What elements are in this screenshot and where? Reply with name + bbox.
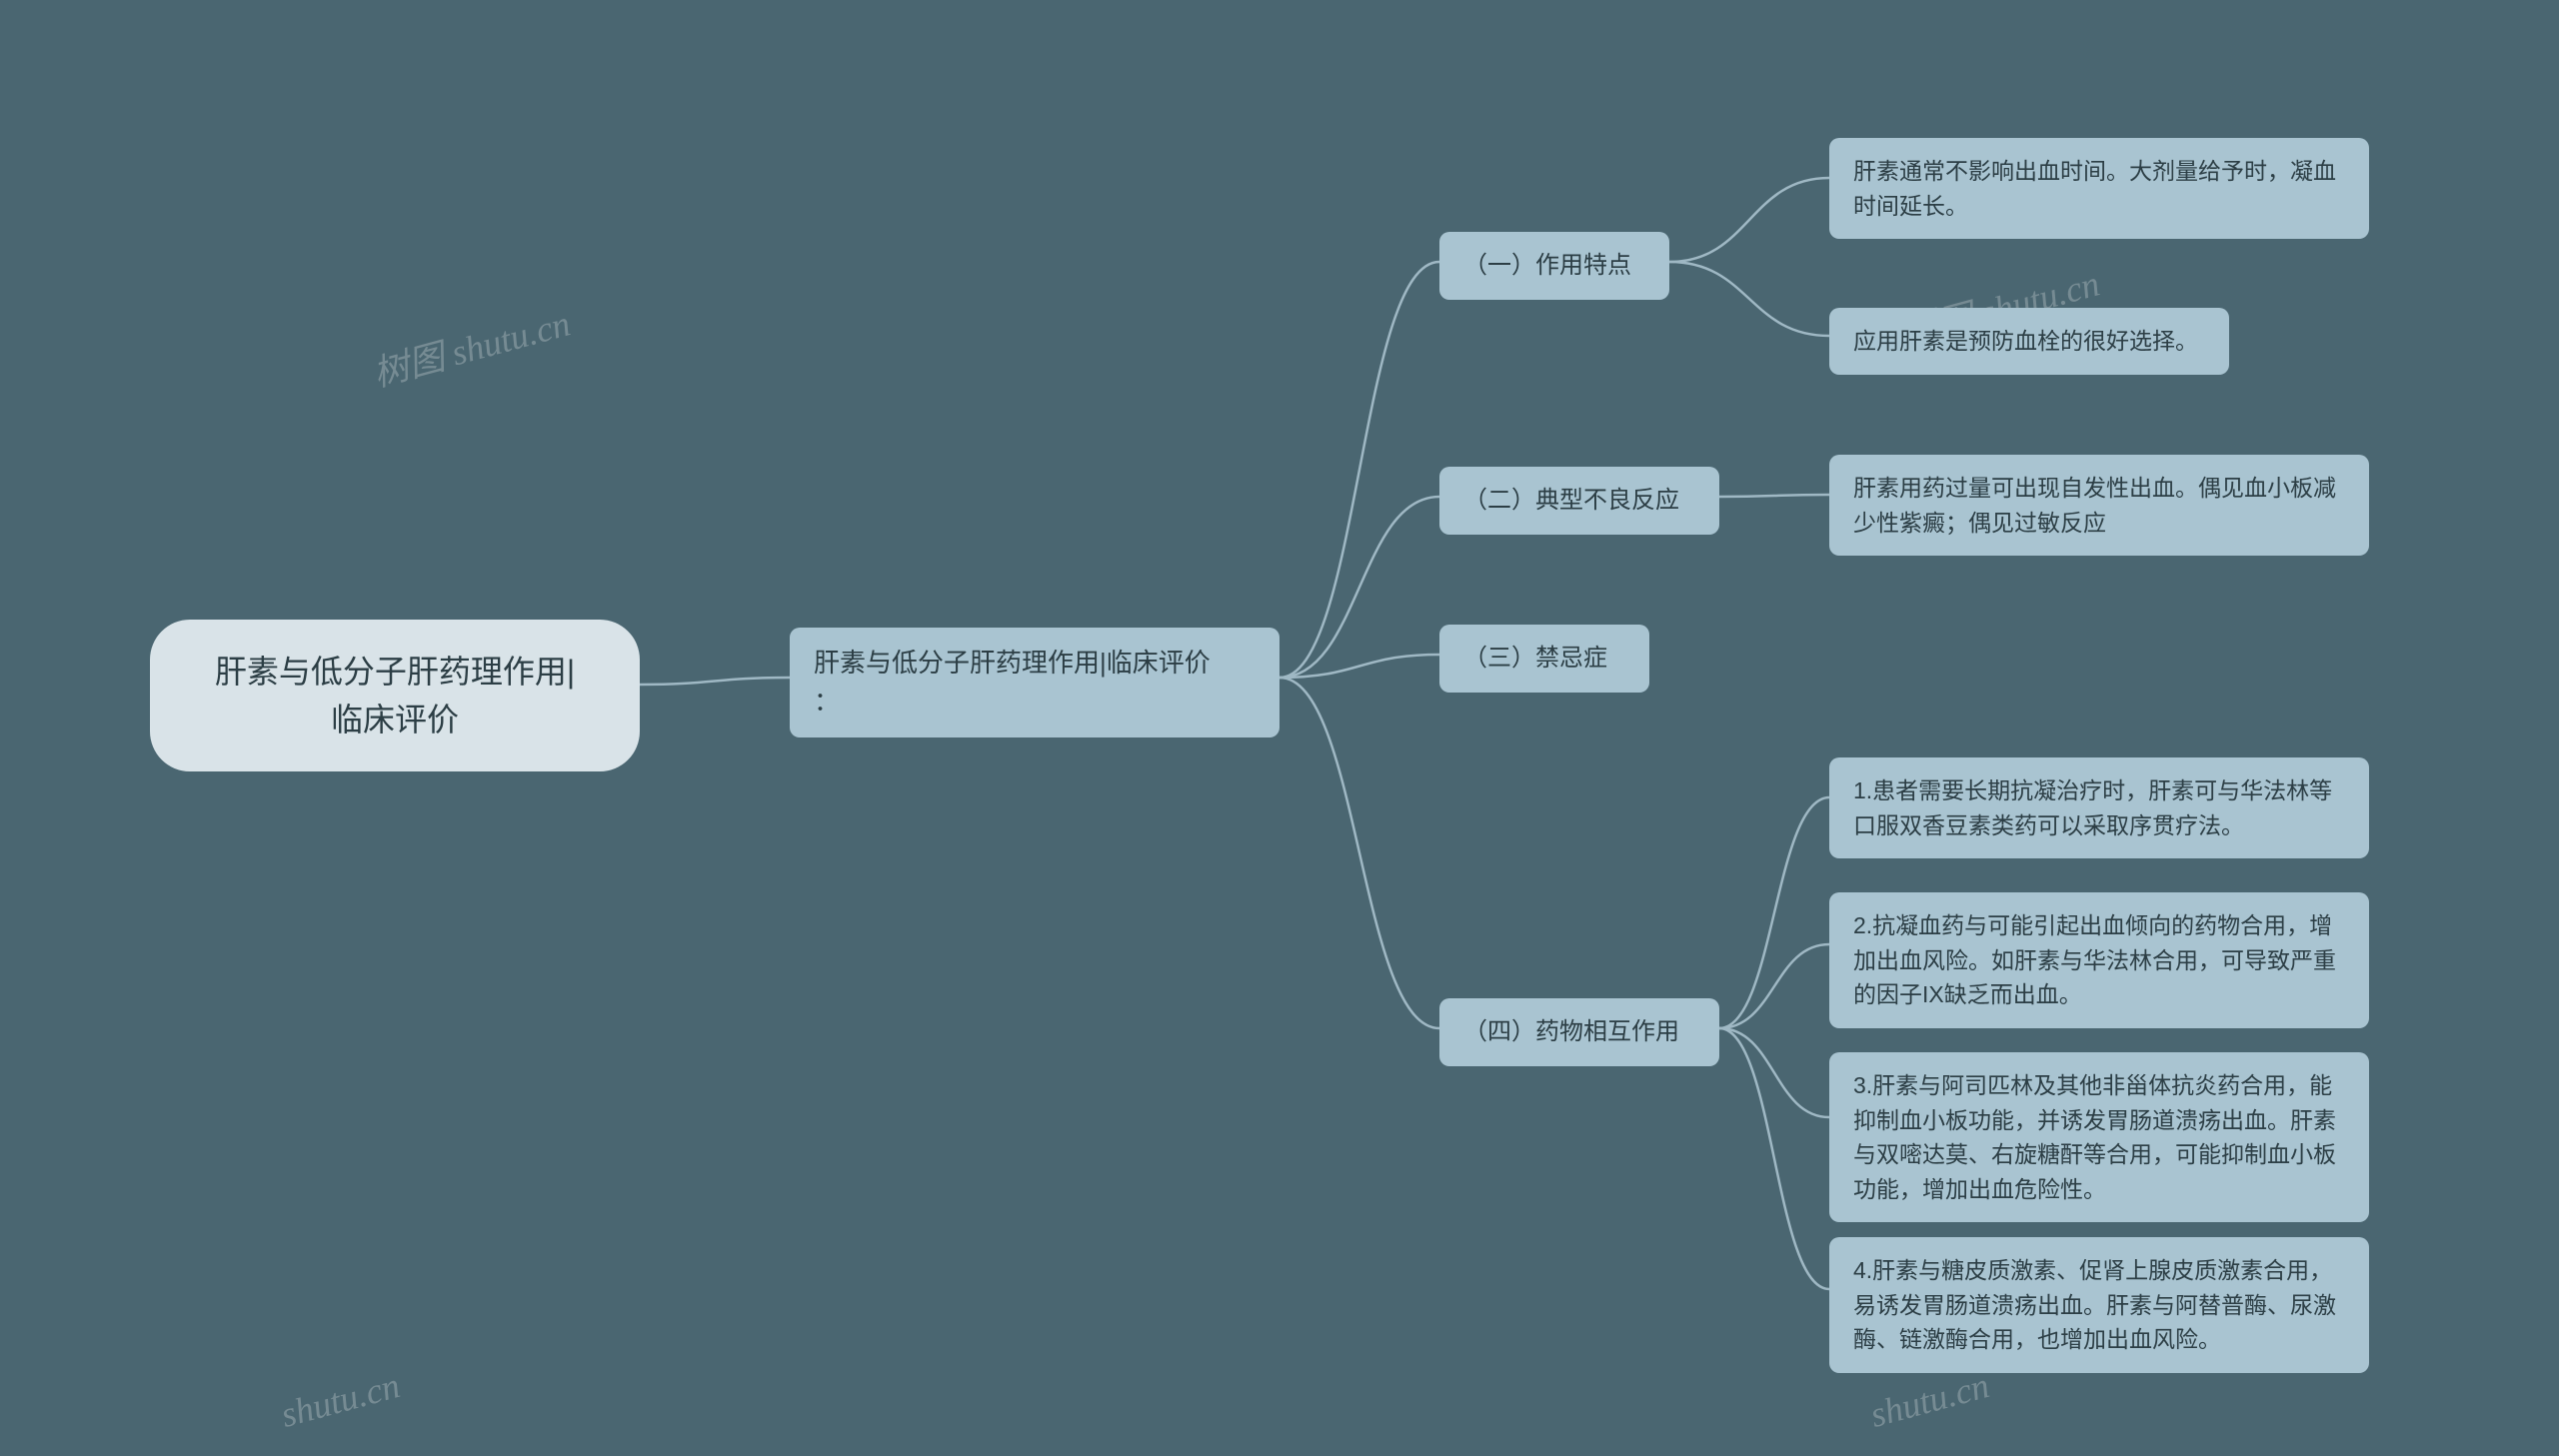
- level3-text: 肝素用药过量可出现自发性出血。偶见血小板减少性紫癜；偶见过敏反应: [1853, 475, 2336, 536]
- level2-node-n1[interactable]: （一）作用特点: [1439, 232, 1669, 300]
- level3-node[interactable]: 肝素用药过量可出现自发性出血。偶见血小板减少性紫癜；偶见过敏反应: [1829, 455, 2369, 556]
- level3-text: 4.肝素与糖皮质激素、促肾上腺皮质激素合用，易诱发胃肠道溃疡出血。肝素与阿替普酶…: [1853, 1257, 2336, 1352]
- level1-text-line2: ：: [814, 683, 1256, 722]
- root-text-line1: 肝素与低分子肝药理作用|: [198, 648, 592, 696]
- level3-node[interactable]: 1.患者需要长期抗凝治疗时，肝素可与华法林等口服双香豆素类药可以采取序贯疗法。: [1829, 757, 2369, 858]
- watermark: shutu.cn: [1866, 1364, 1994, 1436]
- watermark: shutu.cn: [277, 1364, 405, 1436]
- level3-text: 1.患者需要长期抗凝治疗时，肝素可与华法林等口服双香豆素类药可以采取序贯疗法。: [1853, 777, 2332, 838]
- root-node[interactable]: 肝素与低分子肝药理作用|临床评价: [150, 620, 640, 771]
- level2-node-n4[interactable]: （四）药物相互作用: [1439, 998, 1719, 1066]
- level3-node[interactable]: 4.肝素与糖皮质激素、促肾上腺皮质激素合用，易诱发胃肠道溃疡出血。肝素与阿替普酶…: [1829, 1237, 2369, 1373]
- level3-node[interactable]: 2.抗凝血药与可能引起出血倾向的药物合用，增加出血风险。如肝素与华法林合用，可导…: [1829, 892, 2369, 1028]
- level2-node-n3[interactable]: （三）禁忌症: [1439, 625, 1649, 693]
- level3-text: 2.抗凝血药与可能引起出血倾向的药物合用，增加出血风险。如肝素与华法林合用，可导…: [1853, 912, 2336, 1007]
- level2-text: （三）禁忌症: [1463, 645, 1607, 672]
- root-text-line2: 临床评价: [198, 696, 592, 743]
- level3-text: 肝素通常不影响出血时间。大剂量给予时，凝血时间延长。: [1853, 158, 2336, 219]
- level2-node-n2[interactable]: （二）典型不良反应: [1439, 467, 1719, 535]
- level3-node[interactable]: 肝素通常不影响出血时间。大剂量给予时，凝血时间延长。: [1829, 138, 2369, 239]
- level1-node[interactable]: 肝素与低分子肝药理作用|临床评价：: [790, 628, 1280, 737]
- watermark: 树图 shutu.cn: [367, 295, 576, 398]
- level3-text: 3.肝素与阿司匹林及其他非甾体抗炎药合用，能抑制血小板功能，并诱发胃肠道溃疡出血…: [1853, 1072, 2336, 1202]
- level3-text: 应用肝素是预防血栓的很好选择。: [1853, 328, 2198, 354]
- level3-node[interactable]: 应用肝素是预防血栓的很好选择。: [1829, 308, 2229, 375]
- level3-node[interactable]: 3.肝素与阿司匹林及其他非甾体抗炎药合用，能抑制血小板功能，并诱发胃肠道溃疡出血…: [1829, 1052, 2369, 1222]
- level2-text: （四）药物相互作用: [1463, 1018, 1679, 1045]
- level2-text: （一）作用特点: [1463, 252, 1631, 279]
- level1-text-line1: 肝素与低分子肝药理作用|临床评价: [814, 644, 1256, 683]
- level2-text: （二）典型不良反应: [1463, 487, 1679, 514]
